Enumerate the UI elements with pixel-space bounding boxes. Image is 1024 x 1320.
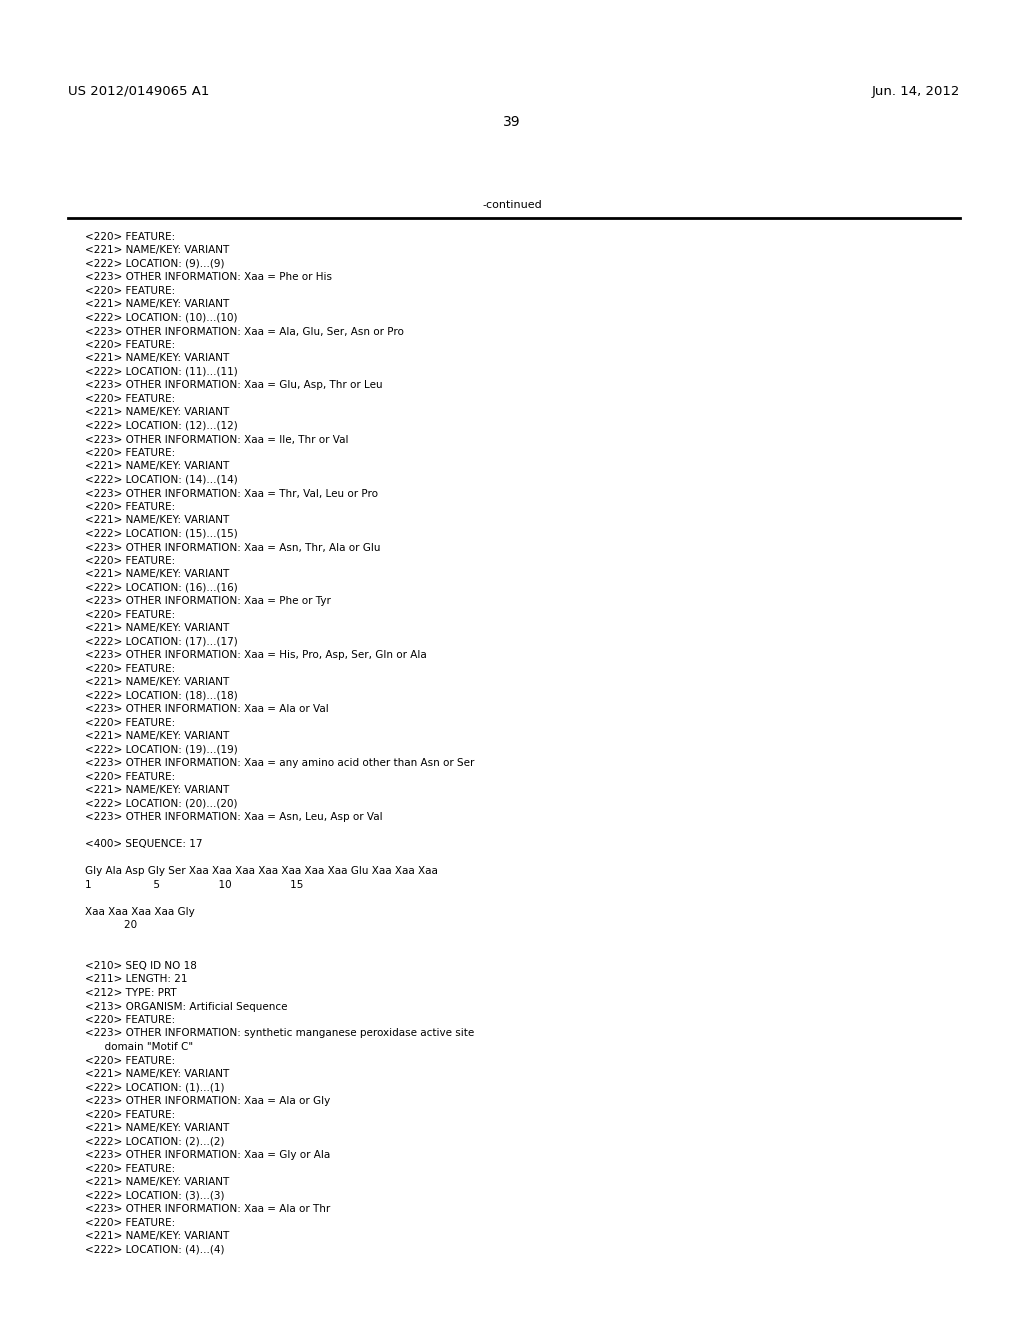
- Text: <222> LOCATION: (18)...(18): <222> LOCATION: (18)...(18): [85, 690, 238, 701]
- Text: <222> LOCATION: (15)...(15): <222> LOCATION: (15)...(15): [85, 529, 238, 539]
- Text: <222> LOCATION: (19)...(19): <222> LOCATION: (19)...(19): [85, 744, 238, 755]
- Text: <222> LOCATION: (11)...(11): <222> LOCATION: (11)...(11): [85, 367, 238, 378]
- Text: <222> LOCATION: (17)...(17): <222> LOCATION: (17)...(17): [85, 638, 238, 647]
- Text: <223> OTHER INFORMATION: Xaa = any amino acid other than Asn or Ser: <223> OTHER INFORMATION: Xaa = any amino…: [85, 759, 474, 768]
- Text: <221> NAME/KEY: VARIANT: <221> NAME/KEY: VARIANT: [85, 1232, 229, 1241]
- Text: <222> LOCATION: (4)...(4): <222> LOCATION: (4)...(4): [85, 1245, 224, 1254]
- Text: <221> NAME/KEY: VARIANT: <221> NAME/KEY: VARIANT: [85, 1177, 229, 1187]
- Text: <213> ORGANISM: Artificial Sequence: <213> ORGANISM: Artificial Sequence: [85, 1002, 288, 1011]
- Text: <223> OTHER INFORMATION: Xaa = Ala, Glu, Ser, Asn or Pro: <223> OTHER INFORMATION: Xaa = Ala, Glu,…: [85, 326, 403, 337]
- Text: 1                   5                  10                  15: 1 5 10 15: [85, 880, 303, 890]
- Text: US 2012/0149065 A1: US 2012/0149065 A1: [68, 84, 209, 98]
- Text: Jun. 14, 2012: Jun. 14, 2012: [871, 84, 961, 98]
- Text: <223> OTHER INFORMATION: Xaa = His, Pro, Asp, Ser, Gln or Ala: <223> OTHER INFORMATION: Xaa = His, Pro,…: [85, 651, 427, 660]
- Text: <211> LENGTH: 21: <211> LENGTH: 21: [85, 974, 187, 985]
- Text: <222> LOCATION: (12)...(12): <222> LOCATION: (12)...(12): [85, 421, 238, 432]
- Text: <222> LOCATION: (10)...(10): <222> LOCATION: (10)...(10): [85, 313, 238, 323]
- Text: <221> NAME/KEY: VARIANT: <221> NAME/KEY: VARIANT: [85, 785, 229, 796]
- Text: <222> LOCATION: (16)...(16): <222> LOCATION: (16)...(16): [85, 583, 238, 593]
- Text: <223> OTHER INFORMATION: Xaa = Ala or Gly: <223> OTHER INFORMATION: Xaa = Ala or Gl…: [85, 1096, 331, 1106]
- Text: <221> NAME/KEY: VARIANT: <221> NAME/KEY: VARIANT: [85, 408, 229, 417]
- Text: <222> LOCATION: (20)...(20): <222> LOCATION: (20)...(20): [85, 799, 238, 809]
- Text: <221> NAME/KEY: VARIANT: <221> NAME/KEY: VARIANT: [85, 731, 229, 742]
- Text: <221> NAME/KEY: VARIANT: <221> NAME/KEY: VARIANT: [85, 516, 229, 525]
- Text: <220> FEATURE:: <220> FEATURE:: [85, 1015, 175, 1026]
- Text: -continued: -continued: [482, 201, 542, 210]
- Text: <223> OTHER INFORMATION: Xaa = Ala or Val: <223> OTHER INFORMATION: Xaa = Ala or Va…: [85, 705, 329, 714]
- Text: 20: 20: [85, 920, 137, 931]
- Text: <221> NAME/KEY: VARIANT: <221> NAME/KEY: VARIANT: [85, 246, 229, 256]
- Text: <220> FEATURE:: <220> FEATURE:: [85, 393, 175, 404]
- Text: <223> OTHER INFORMATION: Xaa = Ala or Thr: <223> OTHER INFORMATION: Xaa = Ala or Th…: [85, 1204, 331, 1214]
- Text: <222> LOCATION: (2)...(2): <222> LOCATION: (2)...(2): [85, 1137, 224, 1147]
- Text: <221> NAME/KEY: VARIANT: <221> NAME/KEY: VARIANT: [85, 300, 229, 309]
- Text: <223> OTHER INFORMATION: Xaa = Asn, Thr, Ala or Glu: <223> OTHER INFORMATION: Xaa = Asn, Thr,…: [85, 543, 381, 553]
- Text: <212> TYPE: PRT: <212> TYPE: PRT: [85, 987, 176, 998]
- Text: <223> OTHER INFORMATION: Xaa = Ile, Thr or Val: <223> OTHER INFORMATION: Xaa = Ile, Thr …: [85, 434, 348, 445]
- Text: <222> LOCATION: (1)...(1): <222> LOCATION: (1)...(1): [85, 1082, 224, 1093]
- Text: <223> OTHER INFORMATION: Xaa = Asn, Leu, Asp or Val: <223> OTHER INFORMATION: Xaa = Asn, Leu,…: [85, 813, 383, 822]
- Text: <223> OTHER INFORMATION: Xaa = Gly or Ala: <223> OTHER INFORMATION: Xaa = Gly or Al…: [85, 1150, 331, 1160]
- Text: <221> NAME/KEY: VARIANT: <221> NAME/KEY: VARIANT: [85, 1069, 229, 1078]
- Text: <220> FEATURE:: <220> FEATURE:: [85, 447, 175, 458]
- Text: <221> NAME/KEY: VARIANT: <221> NAME/KEY: VARIANT: [85, 462, 229, 471]
- Text: Xaa Xaa Xaa Xaa Gly: Xaa Xaa Xaa Xaa Gly: [85, 907, 195, 917]
- Text: <221> NAME/KEY: VARIANT: <221> NAME/KEY: VARIANT: [85, 623, 229, 634]
- Text: <223> OTHER INFORMATION: Xaa = Phe or His: <223> OTHER INFORMATION: Xaa = Phe or Hi…: [85, 272, 332, 282]
- Text: <400> SEQUENCE: 17: <400> SEQUENCE: 17: [85, 840, 203, 850]
- Text: <210> SEQ ID NO 18: <210> SEQ ID NO 18: [85, 961, 197, 972]
- Text: <222> LOCATION: (3)...(3): <222> LOCATION: (3)...(3): [85, 1191, 224, 1200]
- Text: <223> OTHER INFORMATION: Xaa = Thr, Val, Leu or Pro: <223> OTHER INFORMATION: Xaa = Thr, Val,…: [85, 488, 378, 499]
- Text: <220> FEATURE:: <220> FEATURE:: [85, 1056, 175, 1065]
- Text: Gly Ala Asp Gly Ser Xaa Xaa Xaa Xaa Xaa Xaa Xaa Glu Xaa Xaa Xaa: Gly Ala Asp Gly Ser Xaa Xaa Xaa Xaa Xaa …: [85, 866, 438, 876]
- Text: <222> LOCATION: (9)...(9): <222> LOCATION: (9)...(9): [85, 259, 224, 269]
- Text: <223> OTHER INFORMATION: synthetic manganese peroxidase active site: <223> OTHER INFORMATION: synthetic manga…: [85, 1028, 474, 1039]
- Text: <223> OTHER INFORMATION: Xaa = Phe or Tyr: <223> OTHER INFORMATION: Xaa = Phe or Ty…: [85, 597, 331, 606]
- Text: <220> FEATURE:: <220> FEATURE:: [85, 286, 175, 296]
- Text: <220> FEATURE:: <220> FEATURE:: [85, 610, 175, 620]
- Text: <220> FEATURE:: <220> FEATURE:: [85, 556, 175, 566]
- Text: 39: 39: [503, 115, 521, 129]
- Text: <220> FEATURE:: <220> FEATURE:: [85, 502, 175, 512]
- Text: <220> FEATURE:: <220> FEATURE:: [85, 232, 175, 242]
- Text: <220> FEATURE:: <220> FEATURE:: [85, 664, 175, 675]
- Text: <220> FEATURE:: <220> FEATURE:: [85, 341, 175, 350]
- Text: <220> FEATURE:: <220> FEATURE:: [85, 1110, 175, 1119]
- Text: <221> NAME/KEY: VARIANT: <221> NAME/KEY: VARIANT: [85, 1123, 229, 1133]
- Text: <220> FEATURE:: <220> FEATURE:: [85, 1163, 175, 1173]
- Text: <220> FEATURE:: <220> FEATURE:: [85, 718, 175, 729]
- Text: <221> NAME/KEY: VARIANT: <221> NAME/KEY: VARIANT: [85, 354, 229, 363]
- Text: <222> LOCATION: (14)...(14): <222> LOCATION: (14)...(14): [85, 475, 238, 484]
- Text: <220> FEATURE:: <220> FEATURE:: [85, 772, 175, 781]
- Text: <221> NAME/KEY: VARIANT: <221> NAME/KEY: VARIANT: [85, 569, 229, 579]
- Text: domain "Motif C": domain "Motif C": [85, 1041, 194, 1052]
- Text: <223> OTHER INFORMATION: Xaa = Glu, Asp, Thr or Leu: <223> OTHER INFORMATION: Xaa = Glu, Asp,…: [85, 380, 383, 391]
- Text: <220> FEATURE:: <220> FEATURE:: [85, 1217, 175, 1228]
- Text: <221> NAME/KEY: VARIANT: <221> NAME/KEY: VARIANT: [85, 677, 229, 688]
